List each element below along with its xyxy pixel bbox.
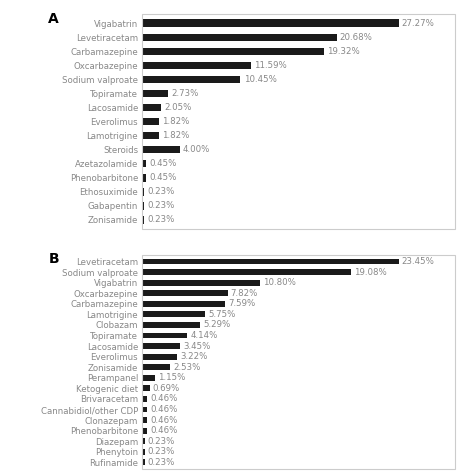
Text: 3.45%: 3.45% — [183, 342, 210, 351]
Bar — [142, 202, 145, 210]
Text: 19.32%: 19.32% — [327, 47, 360, 56]
Bar — [142, 428, 147, 434]
Text: 27.27%: 27.27% — [401, 19, 435, 28]
Bar — [142, 407, 147, 412]
Bar — [142, 322, 200, 328]
Bar — [142, 301, 225, 307]
Text: 1.82%: 1.82% — [163, 117, 190, 126]
Bar — [142, 396, 147, 402]
Text: 0.45%: 0.45% — [149, 173, 177, 182]
Bar — [142, 354, 177, 360]
Text: 23.45%: 23.45% — [401, 257, 435, 266]
Bar — [142, 259, 399, 264]
Text: 0.23%: 0.23% — [148, 437, 175, 446]
Text: 4.14%: 4.14% — [191, 331, 218, 340]
Text: 0.45%: 0.45% — [149, 159, 177, 168]
Bar — [142, 365, 170, 370]
Text: 0.46%: 0.46% — [150, 426, 178, 435]
Bar — [142, 188, 145, 196]
Bar — [142, 34, 337, 41]
Bar — [142, 449, 145, 455]
Text: 7.59%: 7.59% — [228, 299, 255, 308]
Bar — [142, 269, 351, 275]
Bar — [142, 438, 145, 444]
Bar — [142, 104, 162, 111]
Text: 0.23%: 0.23% — [147, 215, 175, 224]
Text: 7.82%: 7.82% — [231, 289, 258, 298]
Text: 0.23%: 0.23% — [147, 201, 175, 210]
Text: B: B — [48, 253, 59, 266]
Text: 0.69%: 0.69% — [153, 384, 180, 393]
Text: 0.23%: 0.23% — [147, 187, 175, 196]
Text: 2.05%: 2.05% — [164, 103, 192, 112]
Text: 0.23%: 0.23% — [148, 458, 175, 467]
Text: 1.82%: 1.82% — [163, 131, 190, 140]
Text: 10.80%: 10.80% — [264, 278, 296, 287]
Bar — [142, 459, 145, 465]
Text: 3.22%: 3.22% — [181, 352, 208, 361]
Text: A: A — [48, 12, 59, 26]
Text: 0.46%: 0.46% — [150, 405, 178, 414]
Bar — [142, 216, 145, 224]
Text: 4.00%: 4.00% — [183, 145, 210, 154]
Text: 1.15%: 1.15% — [158, 374, 185, 383]
Text: 0.23%: 0.23% — [148, 447, 175, 456]
Bar — [142, 333, 188, 338]
Bar — [142, 375, 155, 381]
Bar — [142, 90, 168, 97]
Text: 5.75%: 5.75% — [208, 310, 236, 319]
Bar — [142, 146, 180, 154]
Text: 2.73%: 2.73% — [171, 89, 198, 98]
Bar — [142, 174, 146, 182]
Bar — [142, 311, 205, 317]
Bar — [142, 19, 399, 27]
Bar — [142, 118, 159, 126]
Text: 2.53%: 2.53% — [173, 363, 201, 372]
Bar — [142, 343, 180, 349]
Text: 20.68%: 20.68% — [340, 33, 373, 42]
Bar — [142, 290, 228, 296]
Text: 10.45%: 10.45% — [244, 75, 276, 84]
Bar — [142, 417, 147, 423]
Bar — [142, 160, 146, 167]
Text: 11.59%: 11.59% — [254, 61, 287, 70]
Bar — [142, 62, 251, 69]
Bar — [142, 280, 260, 285]
Bar — [142, 385, 150, 391]
Bar — [142, 132, 159, 139]
Bar — [142, 75, 240, 83]
Text: 19.08%: 19.08% — [354, 267, 387, 276]
Text: 0.46%: 0.46% — [150, 416, 178, 425]
Bar — [142, 47, 324, 55]
Text: 5.29%: 5.29% — [203, 320, 230, 329]
Text: 0.46%: 0.46% — [150, 394, 178, 403]
